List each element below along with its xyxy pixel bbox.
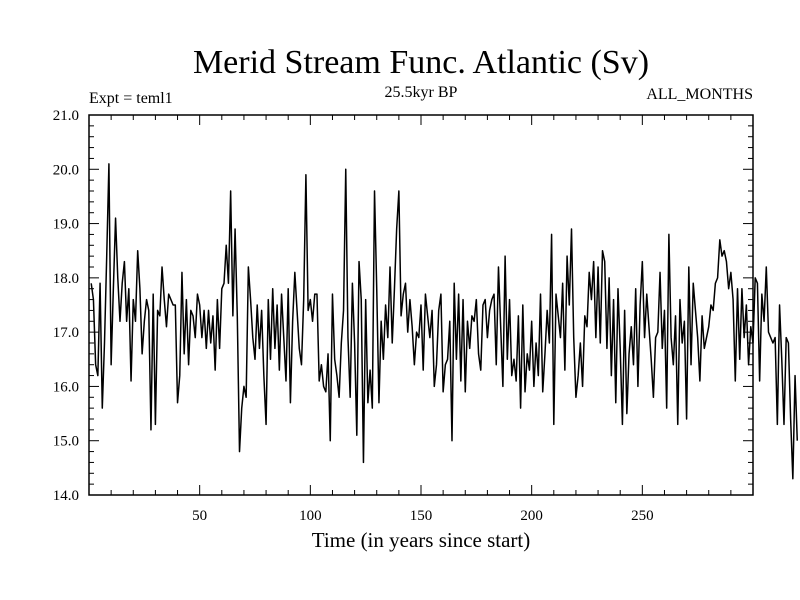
x-axis-label: Time (in years since start) [312,528,531,552]
y-tick-label: 21.0 [53,108,79,124]
x-tick-label: 250 [631,508,654,524]
y-tick-label: 14.0 [53,488,79,504]
subtitle-center: 25.5kyr BP [385,84,458,101]
subtitle-right: ALL_MONTHS [646,86,753,103]
y-tick-label: 20.0 [53,162,79,178]
y-tick-label: 16.0 [53,379,79,395]
series-line [90,163,799,480]
y-tick-label: 19.0 [53,217,79,233]
x-axis-ticks: 50 100 150 200 250 [110,115,732,524]
y-tick-label: 17.0 [53,325,79,341]
x-tick-label: 200 [520,508,543,524]
chart-title: Merid Stream Func. Atlantic (Sv) [193,44,649,81]
y-tick-label: 18.0 [53,271,79,287]
y-axis-ticks: 14.0 15.0 16.0 17.0 18.0 19.0 20.0 21.0 [53,108,753,504]
x-tick-label: 50 [192,508,207,524]
subtitle-left: Expt = teml1 [89,90,173,107]
plot-frame [88,114,754,496]
y-tick-label: 15.0 [53,434,79,450]
x-tick-label: 150 [410,508,433,524]
x-tick-label: 100 [299,508,322,524]
